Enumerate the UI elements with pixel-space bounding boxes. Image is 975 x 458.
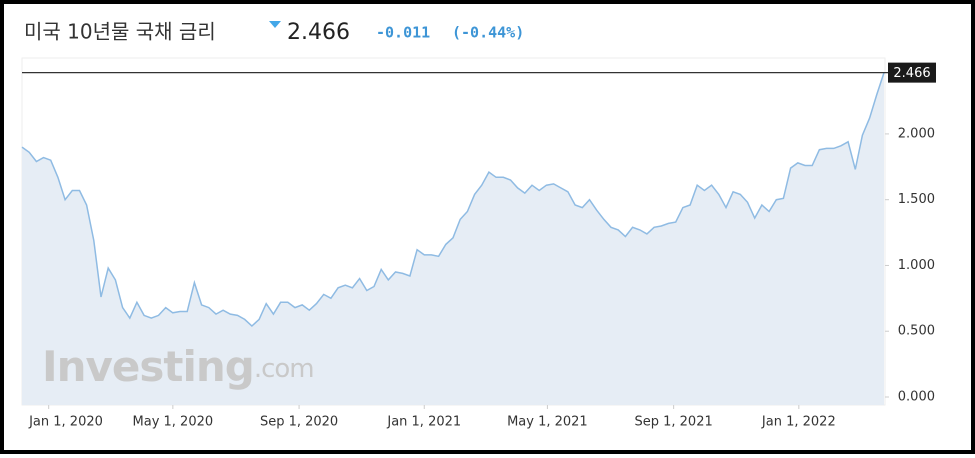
last-value-tag <box>888 62 936 83</box>
line <box>21 72 885 328</box>
y-tick-label: 2.000 <box>898 126 935 141</box>
y-tick-label: 0.500 <box>898 324 935 339</box>
x-tick-label: Jan 1, 2022 <box>761 415 836 430</box>
y-tick-label: 0.000 <box>898 390 935 405</box>
last-price: 2.466 <box>287 20 350 45</box>
x-tick-label: Jan 1, 2021 <box>386 415 461 430</box>
watermark: Investing.com <box>42 342 314 391</box>
x-tick-label: Sep 1, 2021 <box>634 415 712 430</box>
chart-title: 미국 10년물 국채 금리 <box>24 20 216 44</box>
plot: 0.000 0.500 1.000 1.500 2.000 Jan 1, 2020 May … <box>21 62 936 430</box>
last-value-label: 2.466 <box>893 66 930 81</box>
y-tick-label: 1.500 <box>898 192 935 207</box>
x-tick-label: May 1, 2020 <box>133 415 214 430</box>
y-tick-label: 1.000 <box>898 258 935 273</box>
watermark-suffix: .com <box>254 354 314 384</box>
watermark-brand: Investing <box>42 342 254 391</box>
change-percent: (-0.44%) <box>452 24 524 42</box>
x-tick-label: Sep 1, 2020 <box>260 415 338 430</box>
down-icon <box>269 21 281 28</box>
change: -0.011 <box>376 24 430 42</box>
x-tick-label: May 1, 2021 <box>507 415 588 430</box>
x-tick-label: Jan 1, 2020 <box>28 415 103 430</box>
